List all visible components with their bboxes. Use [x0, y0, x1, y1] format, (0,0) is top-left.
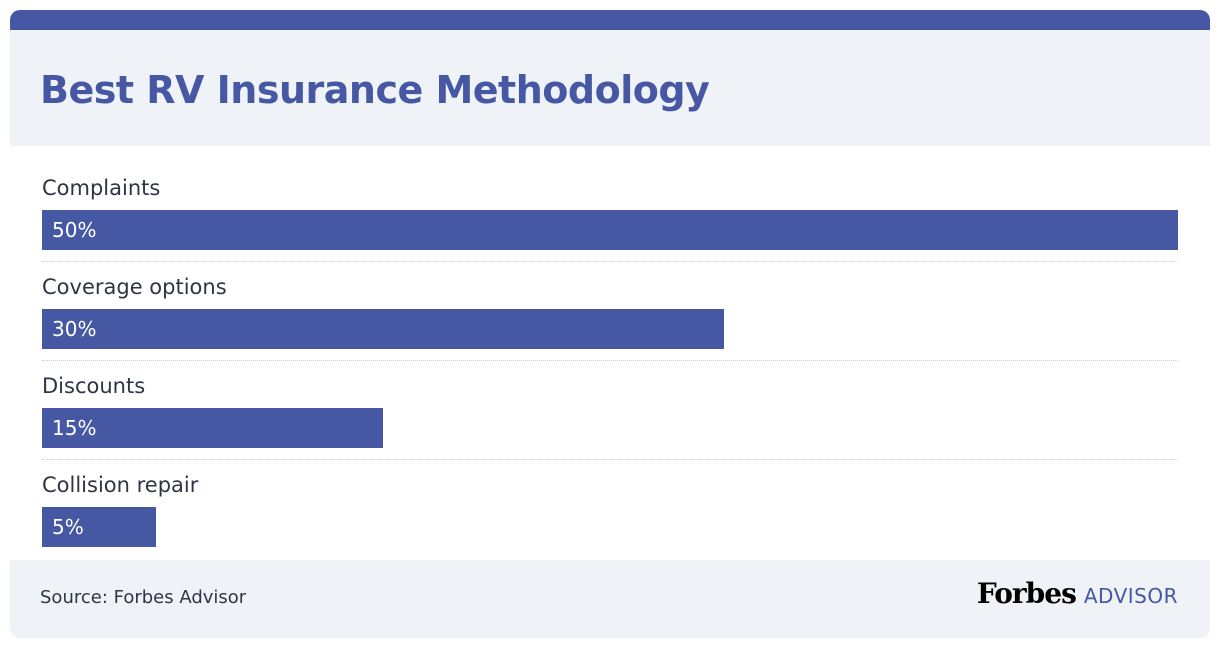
logo-forbes-wordmark: Forbes [976, 577, 1077, 610]
forbes-advisor-logo: Forbes ADVISOR [977, 577, 1178, 610]
chart-card: Best RV Insurance Methodology Complaints… [10, 10, 1210, 638]
bar-value-label: 15% [52, 416, 97, 440]
bar-category-label: Complaints [42, 176, 161, 200]
row-divider [42, 459, 1178, 460]
header: Best RV Insurance Methodology [10, 30, 1210, 146]
logo-advisor-wordmark: ADVISOR [1083, 584, 1178, 608]
bar-track: 50% [42, 210, 1178, 250]
chart-title: Best RV Insurance Methodology [40, 68, 710, 112]
bar: 50% [42, 210, 1178, 250]
bar-category-label: Collision repair [42, 473, 199, 497]
bar-track: 30% [42, 309, 1178, 349]
row-divider [42, 261, 1178, 262]
bar-chart: Complaints 50% Coverage options 30% Discount… [10, 146, 1210, 566]
row-divider [42, 360, 1178, 361]
bar: 30% [42, 309, 724, 349]
bar-value-label: 30% [52, 317, 97, 341]
bar-track: 5% [42, 507, 1178, 547]
top-accent-bar [10, 10, 1210, 30]
bar: 15% [42, 408, 383, 448]
source-text: Source: Forbes Advisor [40, 587, 247, 608]
bar: 5% [42, 507, 156, 547]
bar-category-label: Discounts [42, 374, 146, 398]
bar-value-label: 5% [52, 515, 84, 539]
footer: Source: Forbes Advisor Forbes ADVISOR [10, 560, 1210, 638]
bar-track: 15% [42, 408, 1178, 448]
bar-value-label: 50% [52, 218, 97, 242]
bar-category-label: Coverage options [42, 275, 227, 299]
